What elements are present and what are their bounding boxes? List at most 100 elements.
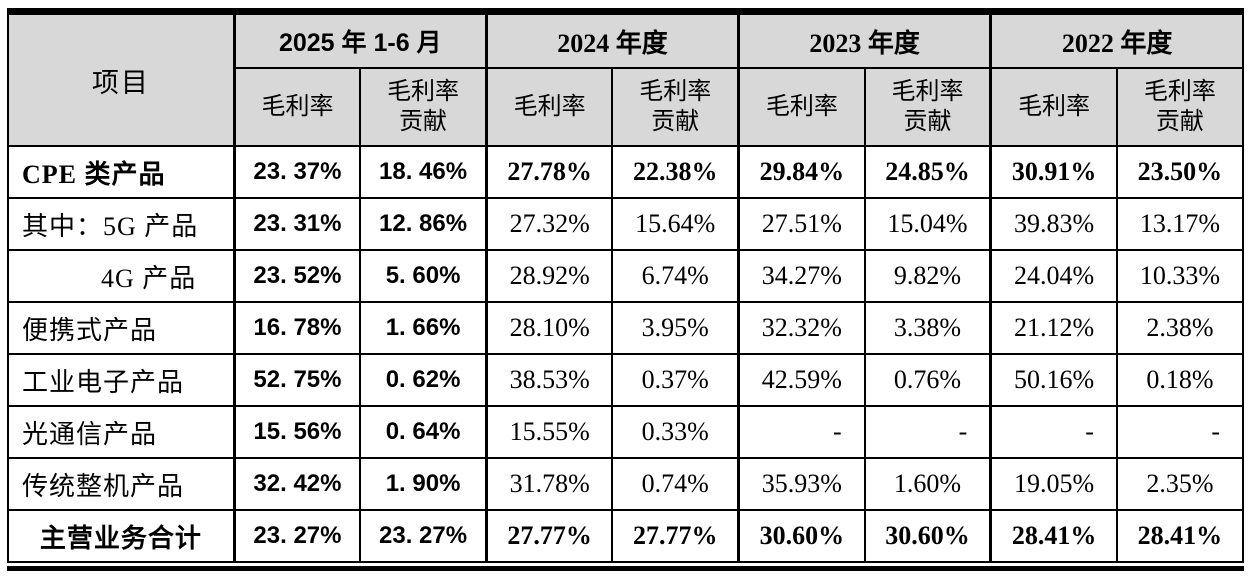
value-cell: 3.95% (611, 301, 740, 355)
value-cell: 35.93% (737, 457, 866, 511)
value-cell: 21.12% (989, 301, 1118, 355)
value-cell: 42.59% (737, 353, 866, 407)
value-cell: 23. 31% (232, 197, 362, 251)
value-cell: 19.05% (989, 457, 1118, 511)
table-row: 光通信产品 15. 56% 0. 64% 15.55% 0.33% - - - - (6, 405, 1245, 459)
table-row: CPE 类产品 23. 37% 18. 46% 27.78% 22.38% 29.84% 2… (6, 145, 1245, 199)
table-bottom-rule (7, 566, 1244, 571)
subheader-cell: 毛利率 贡献 (359, 67, 488, 147)
period-header-2023: 2023 年度 (737, 13, 992, 69)
value-cell: 13.17% (1115, 197, 1245, 251)
table-row: 便携式产品 16. 78% 1. 66% 28.10% 3.95% 32.32% 3.38%… (6, 301, 1245, 355)
value-cell: 28.10% (484, 301, 614, 355)
value-cell: 31.78% (484, 457, 614, 511)
value-cell: 27.32% (484, 197, 614, 251)
value-cell: 0.18% (1115, 353, 1245, 407)
value-cell: 30.60% (863, 509, 992, 563)
value-cell: 1. 90% (359, 457, 488, 511)
value-cell: 15.04% (863, 197, 992, 251)
value-cell: 23. 37% (232, 145, 362, 199)
value-cell: 23. 52% (232, 249, 362, 303)
row-label-cell: 传统整机产品 (6, 457, 236, 511)
header-row-periods: 项目 2025 年 1-6 月 2024 年度 2023 年度 2022 年度 (6, 13, 1245, 147)
value-cell: 32. 42% (232, 457, 362, 511)
value-cell: 12. 86% (359, 197, 488, 251)
row-label-cell: 工业电子产品 (6, 353, 236, 407)
value-cell: 28.41% (1115, 509, 1245, 563)
value-cell: - (989, 405, 1118, 459)
value-cell: 16. 78% (232, 301, 362, 355)
row-label-cell: CPE 类产品 (6, 145, 236, 199)
value-cell: 15. 56% (232, 405, 362, 459)
subheader-cell: 毛利率 (989, 67, 1118, 147)
value-cell: 27.51% (737, 197, 866, 251)
value-cell: 23. 27% (359, 509, 488, 563)
value-cell: 50.16% (989, 353, 1118, 407)
value-cell: 1.60% (863, 457, 992, 511)
period-header-2022: 2022 年度 (989, 13, 1245, 69)
value-cell: 10.33% (1115, 249, 1245, 303)
header-row-subcolumns: 毛利率 毛利率 贡献 毛利率 毛利率 贡献 毛利率 毛利率 贡献 毛利率 毛利率… (8, 67, 1245, 147)
row-label-cell: 光通信产品 (6, 405, 236, 459)
value-cell: 30.60% (737, 509, 866, 563)
value-cell: 0. 64% (359, 405, 488, 459)
value-cell: 5. 60% (359, 249, 488, 303)
value-cell: 39.83% (989, 197, 1118, 251)
value-cell: 15.64% (611, 197, 740, 251)
value-cell: 6.74% (611, 249, 740, 303)
row-label-cell: 4G 产品 (6, 249, 236, 303)
value-cell: 3.38% (863, 301, 992, 355)
table-body: CPE 类产品 23. 37% 18. 46% 27.78% 22.38% 29.84% 2… (6, 145, 1245, 563)
row-label-cell: 其中：5G 产品 (6, 197, 236, 251)
subheader-cell: 毛利率 贡献 (863, 67, 992, 147)
value-cell: 23.50% (1115, 145, 1245, 199)
value-cell: 38.53% (484, 353, 614, 407)
value-cell: 15.55% (484, 405, 614, 459)
subheader-cell: 毛利率 贡献 (611, 67, 740, 147)
gross-margin-table: 项目 2025 年 1-6 月 2024 年度 2023 年度 2022 年度 … (6, 13, 1245, 563)
value-cell: 0.33% (611, 405, 740, 459)
table-row: 传统整机产品 32. 42% 1. 90% 31.78% 0.74% 35.93% 1.60… (6, 457, 1245, 511)
row-label-cell: 主营业务合计 (6, 509, 236, 563)
value-cell: 18. 46% (359, 145, 488, 199)
margin-table-wrap: 项目 2025 年 1-6 月 2024 年度 2023 年度 2022 年度 … (6, 8, 1245, 563)
value-cell: 29.84% (737, 145, 866, 199)
value-cell: 24.04% (989, 249, 1118, 303)
corner-header-cell: 项目 (6, 13, 236, 147)
value-cell: - (1115, 405, 1245, 459)
period-header-2025: 2025 年 1-6 月 (232, 13, 488, 69)
value-cell: 27.77% (611, 509, 740, 563)
value-cell: 23. 27% (232, 509, 362, 563)
value-cell: 27.78% (484, 145, 614, 199)
subheader-cell: 毛利率 (484, 67, 614, 147)
value-cell: 2.35% (1115, 457, 1245, 511)
value-cell: 27.77% (484, 509, 614, 563)
value-cell: - (863, 405, 992, 459)
value-cell: 30.91% (989, 145, 1118, 199)
period-header-2024: 2024 年度 (484, 13, 740, 69)
table-row: 其中：5G 产品 23. 31% 12. 86% 27.32% 15.64% 27.51%… (6, 197, 1245, 251)
value-cell: 0.37% (611, 353, 740, 407)
table-row: 主营业务合计 23. 27% 23. 27% 27.77% 27.77% 30.60% 30… (6, 509, 1245, 563)
value-cell: 24.85% (863, 145, 992, 199)
subheader-cell: 毛利率 贡献 (1115, 67, 1245, 147)
value-cell: 9.82% (863, 249, 992, 303)
value-cell: 2.38% (1115, 301, 1245, 355)
value-cell: 0.74% (611, 457, 740, 511)
subheader-cell: 毛利率 (737, 67, 866, 147)
value-cell: - (737, 405, 866, 459)
value-cell: 1. 66% (359, 301, 488, 355)
value-cell: 32.32% (737, 301, 866, 355)
value-cell: 28.92% (484, 249, 614, 303)
row-label-cell: 便携式产品 (6, 301, 236, 355)
value-cell: 52. 75% (232, 353, 362, 407)
value-cell: 34.27% (737, 249, 866, 303)
table-row: 工业电子产品 52. 75% 0. 62% 38.53% 0.37% 42.59% 0.76… (6, 353, 1245, 407)
subheader-cell: 毛利率 (232, 67, 362, 147)
table-row: 4G 产品 23. 52% 5. 60% 28.92% 6.74% 34.27% 9.82%… (6, 249, 1245, 303)
table-header: 项目 2025 年 1-6 月 2024 年度 2023 年度 2022 年度 … (6, 13, 1245, 147)
value-cell: 0. 62% (359, 353, 488, 407)
value-cell: 28.41% (989, 509, 1118, 563)
value-cell: 0.76% (863, 353, 992, 407)
